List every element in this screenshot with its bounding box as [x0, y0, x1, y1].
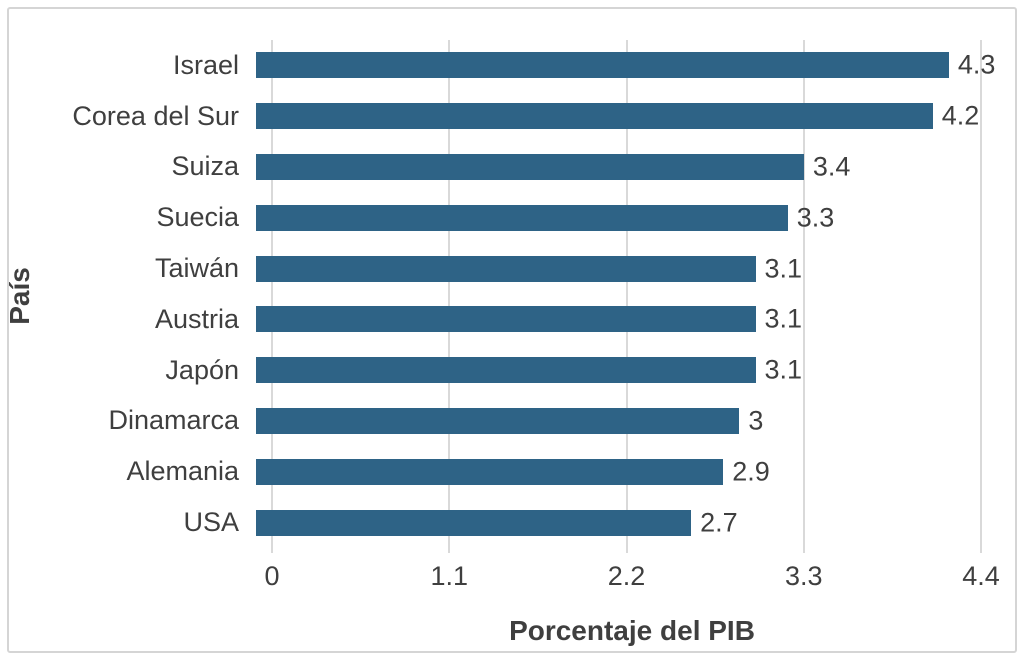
bar-value-label: 4.2 [941, 100, 980, 131]
bar [256, 458, 724, 485]
bar-value-label: 3.4 [812, 151, 851, 182]
bar [256, 509, 692, 536]
bar-value-label: 3.1 [764, 354, 803, 385]
bar [256, 204, 788, 231]
bar-row: Austria 3.1 [0, 294, 1024, 345]
bar-value-label: 3.1 [764, 253, 803, 284]
bar-value-label: 4.3 [957, 49, 996, 80]
bar-value-label: 2.7 [700, 507, 738, 538]
category-label: Japón [165, 354, 239, 385]
bar-row: Suiza 3.4 [0, 142, 1024, 193]
bar-row: Alemania 2.9 [0, 446, 1024, 497]
bar-row: Suecia 3.3 [0, 192, 1024, 243]
category-label: Austria [154, 303, 239, 334]
bar-value-label: 3 [748, 405, 764, 436]
x-axis-title: Porcentaje del PIB [509, 615, 755, 646]
category-label: Taiwán [154, 253, 239, 284]
x-tick-label: 1.1 [430, 561, 469, 591]
gridline-x-1.1 [448, 40, 451, 553]
category-label: Dinamarca [108, 405, 239, 436]
bar-track: 3.1 [256, 345, 965, 396]
bar [256, 306, 756, 333]
bar-rows: Israel 4.3 Corea del Sur 4.2 Suiza 3.4 Suecia 3… [0, 40, 1024, 548]
category-label: Alemania [126, 456, 239, 487]
bar-track: 3 [256, 396, 965, 447]
bar-row: Dinamarca 3 [0, 396, 1024, 447]
gridline-x-0 [271, 40, 273, 553]
category-label: Suiza [171, 151, 239, 182]
x-tick-label: 2.2 [607, 561, 646, 591]
bar-row: Taiwán 3.1 [0, 243, 1024, 294]
bar-row: USA 2.7 [0, 497, 1024, 548]
category-label: Suecia [156, 202, 239, 233]
bar-track: 2.9 [256, 446, 965, 497]
category-label: Corea del Sur [72, 100, 239, 131]
bar-track: 2.7 [256, 497, 965, 548]
bar [256, 255, 756, 282]
bar-value-label: 2.9 [732, 456, 770, 487]
bar-row: Japón 3.1 [0, 345, 1024, 396]
gridline-x-2.2 [625, 40, 628, 553]
bar [256, 357, 756, 384]
bar-track: 3.3 [256, 192, 965, 243]
x-tick-label: 3.3 [784, 561, 823, 591]
bar-row: Corea del Sur 4.2 [0, 91, 1024, 142]
x-axis-ticks: 0 1.1 2.2 3.3 4.4 [264, 561, 999, 595]
x-tick-label: 4.4 [962, 561, 1000, 591]
bar-track: 4.3 [256, 40, 995, 91]
bar [256, 103, 933, 130]
bar-track: 3.1 [256, 294, 965, 345]
bar-track: 3.4 [256, 142, 965, 193]
bar-track: 4.2 [256, 91, 979, 142]
bar-value-label: 3.1 [764, 303, 803, 334]
gridline-x-3.3 [802, 40, 805, 553]
gridlines-layer [271, 40, 982, 553]
bar-row: Israel 4.3 [0, 40, 1024, 91]
bar [256, 407, 740, 434]
bar [256, 52, 949, 79]
gridline-x-4.4 [980, 40, 982, 553]
category-label: Israel [172, 49, 239, 80]
bar [256, 153, 804, 180]
bar-value-label: 3.3 [796, 202, 835, 233]
bar-track: 3.1 [256, 243, 965, 294]
category-label: USA [183, 507, 239, 538]
x-tick-label: 0 [264, 561, 280, 591]
